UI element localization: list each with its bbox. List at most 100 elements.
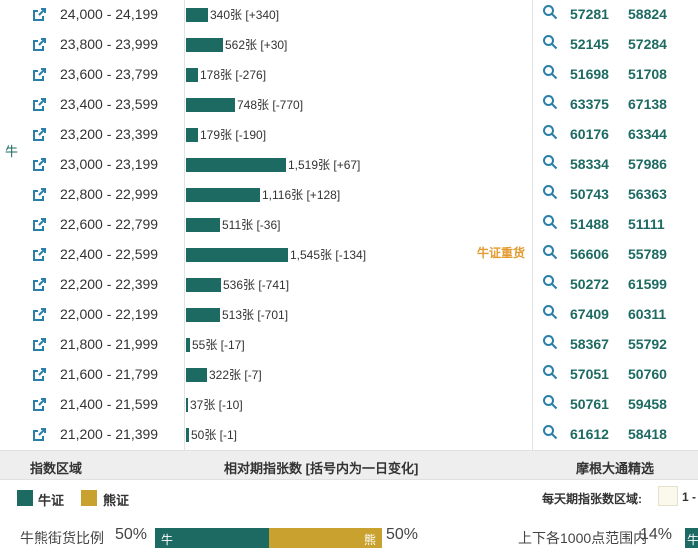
- external-link-icon[interactable]: [32, 338, 46, 352]
- index-range-text: 23,000 - 23,199: [60, 156, 159, 172]
- search-icon[interactable]: [542, 64, 558, 80]
- warrant-code-2[interactable]: 51111: [628, 216, 665, 232]
- search-icon[interactable]: [542, 334, 558, 350]
- range-ratio-label: 上下各1000点范围内: [518, 530, 648, 546]
- count-bar: [186, 338, 190, 352]
- search-icon[interactable]: [542, 4, 558, 20]
- warrant-code-1[interactable]: 60176: [570, 126, 609, 142]
- external-link-icon[interactable]: [32, 368, 46, 382]
- count-label: 562张 [+30]: [225, 38, 288, 52]
- count-bar: [186, 248, 288, 262]
- header-jpmorgan-picks: 摩根大通精选: [576, 461, 655, 476]
- index-range-text: 24,000 - 24,199: [60, 6, 159, 22]
- bull-legend-label: 牛证: [38, 493, 65, 508]
- count-label: 55张 [-17]: [192, 338, 245, 352]
- search-icon[interactable]: [542, 154, 558, 170]
- table-row: 23,000 - 23,199 1,519张 [+67] 58334 57986: [0, 150, 698, 180]
- count-bar: [186, 68, 198, 82]
- index-range-text: 22,200 - 22,399: [60, 276, 159, 292]
- warrant-code-1[interactable]: 63375: [570, 96, 609, 112]
- bear-legend-label: 熊证: [103, 493, 130, 508]
- table-row: 23,200 - 23,399 179张 [-190] 60176 63344: [0, 120, 698, 150]
- external-link-icon[interactable]: [32, 68, 46, 82]
- warrant-code-1[interactable]: 61612: [570, 426, 609, 442]
- external-link-icon[interactable]: [32, 158, 46, 172]
- table-row: 23,800 - 23,999 562张 [+30] 52145 57284: [0, 30, 698, 60]
- count-bar: [186, 428, 189, 442]
- external-link-icon[interactable]: [32, 308, 46, 322]
- search-icon[interactable]: [542, 94, 558, 110]
- external-link-icon[interactable]: [32, 188, 46, 202]
- warrant-code-1[interactable]: 52145: [570, 36, 609, 52]
- warrant-code-2[interactable]: 50760: [628, 366, 667, 382]
- index-range-text: 21,800 - 21,999: [60, 336, 159, 352]
- external-link-icon[interactable]: [32, 128, 46, 142]
- search-icon[interactable]: [542, 34, 558, 50]
- header-index-range: 指数区域: [30, 461, 83, 476]
- search-icon[interactable]: [542, 184, 558, 200]
- ratio-bear-char: 熊: [363, 533, 376, 547]
- search-icon[interactable]: [542, 244, 558, 260]
- warrant-code-1[interactable]: 58367: [570, 336, 609, 352]
- count-label: 511张 [-36]: [222, 218, 281, 232]
- search-icon[interactable]: [542, 214, 558, 230]
- warrant-code-2[interactable]: 55792: [628, 336, 667, 352]
- external-link-icon[interactable]: [32, 428, 46, 442]
- index-range-text: 21,600 - 21,799: [60, 366, 159, 382]
- table-row: 21,200 - 21,399 50张 [-1] 61612 58418: [0, 420, 698, 450]
- external-link-icon[interactable]: [32, 248, 46, 262]
- search-icon[interactable]: [542, 424, 558, 440]
- search-icon[interactable]: [542, 124, 558, 140]
- warrant-code-1[interactable]: 51488: [570, 216, 609, 232]
- count-bar: [186, 158, 286, 172]
- warrant-code-1[interactable]: 50761: [570, 396, 609, 412]
- warrant-code-1[interactable]: 67409: [570, 306, 609, 322]
- external-link-icon[interactable]: [32, 38, 46, 52]
- warrant-code-2[interactable]: 63344: [628, 126, 667, 142]
- external-link-icon[interactable]: [32, 278, 46, 292]
- count-bar: [186, 8, 208, 22]
- warrant-code-2[interactable]: 57986: [628, 156, 667, 172]
- warrant-code-2[interactable]: 59458: [628, 396, 667, 412]
- warrant-code-1[interactable]: 50272: [570, 276, 609, 292]
- count-bar: [186, 398, 188, 412]
- table-row: 22,600 - 22,799 511张 [-36] 51488 51111: [0, 210, 698, 240]
- external-link-icon[interactable]: [32, 8, 46, 22]
- range-ratio-percent: 14%: [640, 526, 673, 543]
- external-link-icon[interactable]: [32, 98, 46, 112]
- external-link-icon[interactable]: [32, 398, 46, 412]
- warrant-code-1[interactable]: 57051: [570, 366, 609, 382]
- warrant-code-2[interactable]: 51708: [628, 66, 667, 82]
- count-bar: [186, 308, 220, 322]
- warrant-code-1[interactable]: 58334: [570, 156, 609, 172]
- external-link-icon[interactable]: [32, 218, 46, 232]
- ratio-bear-percent: 50%: [386, 526, 419, 543]
- warrant-code-2[interactable]: 57284: [628, 36, 667, 52]
- warrant-code-1[interactable]: 50743: [570, 186, 609, 202]
- warrant-code-2[interactable]: 60311: [628, 306, 667, 322]
- bull-bear-ratio: 牛熊街货比例 50% 牛 熊 50% 上下各1000点范围内 14% 牛: [0, 516, 698, 557]
- bull-side-label: 牛: [5, 144, 19, 159]
- search-icon[interactable]: [542, 304, 558, 320]
- search-icon[interactable]: [542, 394, 558, 410]
- table-row: 24,000 - 24,199 340张 [+340] 57281 58824: [0, 0, 698, 30]
- warrant-code-2[interactable]: 67138: [628, 96, 667, 112]
- table-row: 22,200 - 22,399 536张 [-741] 50272 61599: [0, 270, 698, 300]
- warrant-code-1[interactable]: 51698: [570, 66, 609, 82]
- warrant-code-2[interactable]: 55789: [628, 246, 667, 262]
- search-icon[interactable]: [542, 364, 558, 380]
- warrant-code-2[interactable]: 58824: [628, 6, 667, 22]
- bull-swatch: [17, 490, 33, 506]
- warrant-code-1[interactable]: 57281: [570, 6, 609, 22]
- count-label: 340张 [+340]: [210, 8, 280, 22]
- warrant-code-2[interactable]: 61599: [628, 276, 667, 292]
- count-label: 1,116张 [+128]: [262, 188, 341, 202]
- table-row: 22,800 - 22,999 1,116张 [+128] 50743 56363: [0, 180, 698, 210]
- bull-heavy-position-label: 牛证重货: [477, 246, 526, 260]
- search-icon[interactable]: [542, 274, 558, 290]
- warrant-code-1[interactable]: 56606: [570, 246, 609, 262]
- warrant-code-2[interactable]: 58418: [628, 426, 667, 442]
- warrant-code-2[interactable]: 56363: [628, 186, 667, 202]
- count-bar: [186, 368, 207, 382]
- index-range-text: 23,800 - 23,999: [60, 36, 159, 52]
